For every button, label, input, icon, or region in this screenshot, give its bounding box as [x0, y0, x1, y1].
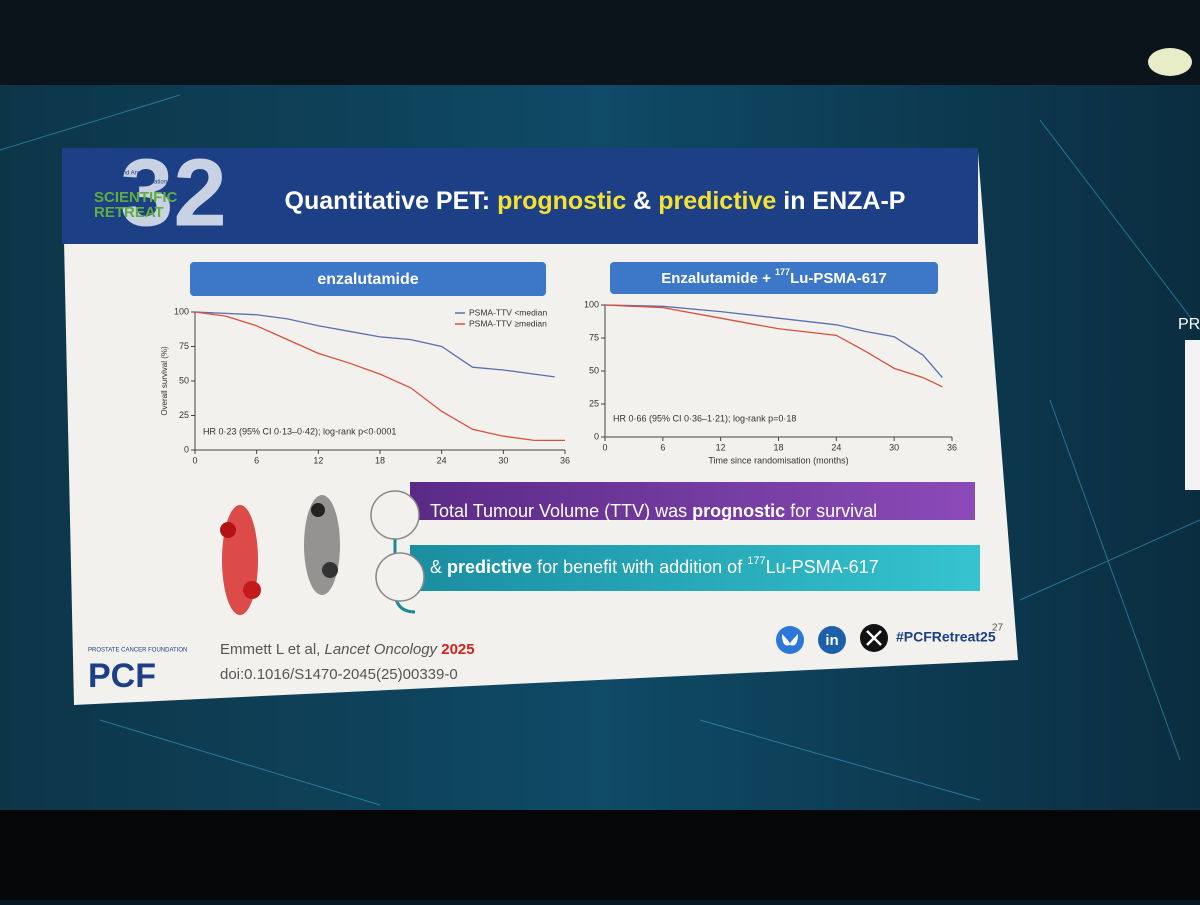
linkedin-label: in: [825, 632, 838, 649]
survival-curve: [604, 304, 943, 388]
survival-curve: [604, 304, 943, 379]
legend-label: PSMA-TTV ≥median: [469, 318, 547, 328]
stage-light: [1148, 48, 1192, 76]
y-tick-label: 50: [589, 365, 599, 375]
x-tick-label: 12: [716, 442, 726, 452]
side-text: PR: [1178, 316, 1200, 333]
x-tick-label: 36: [560, 455, 570, 465]
x-tick-label: 30: [498, 455, 508, 465]
network-lines: [0, 94, 1200, 806]
logo: PCF: [88, 657, 156, 695]
x-tick-label: 24: [437, 455, 447, 465]
y-tick-label: 75: [589, 332, 599, 342]
linkedin-icon[interactable]: [818, 626, 846, 654]
y-tick-label: 0: [184, 444, 189, 454]
x-glyph: [866, 630, 882, 646]
x-tick-label: 18: [375, 455, 385, 465]
x-tick-label: 36: [947, 442, 957, 452]
doi: doi:0.1016/S1470-2045(25)00339-0: [220, 666, 458, 683]
bullet-circle: [370, 490, 420, 540]
y-tick-label: 75: [179, 341, 189, 351]
hashtag: #PCFRetreat25: [896, 629, 996, 645]
slide-title: Quantitative PET: prognostic & predictiv…: [285, 187, 906, 215]
x-tick-label: 24: [831, 442, 841, 452]
butterfly: [782, 634, 798, 646]
bullet-text: Total Tumour Volume (TTV) was prognostic…: [430, 501, 877, 521]
x-tick-label: 0: [602, 442, 607, 452]
badge-line: SCIENTIFIC: [94, 189, 178, 206]
x-tick-label: 12: [313, 455, 323, 465]
annotation: HR 0·66 (95% CI 0·36–1·21); log-rank p=0…: [613, 413, 796, 423]
side-screen: [1185, 340, 1200, 490]
bluesky-icon[interactable]: [776, 626, 804, 654]
x-tick-label: 6: [254, 455, 259, 465]
x-axis-label: Time since randomisation (months): [708, 455, 848, 465]
annotation: HR 0·23 (95% CI 0·13–0·42); log-rank p<0…: [203, 426, 396, 436]
logo-org: PROSTATE CANCER FOUNDATION: [88, 648, 187, 654]
panel-label: Enzalutamide + 177Lu-PSMA-617: [661, 267, 887, 287]
citation: Emmett L et al, Lancet Oncology 2025: [220, 641, 475, 658]
bullet-bar: [410, 482, 975, 520]
badge-number: 32: [120, 139, 227, 246]
y-tick-label: 100: [584, 299, 599, 309]
x-tick-label: 18: [773, 442, 783, 452]
bullet-circle: [375, 552, 425, 602]
x-tick-label: 6: [660, 442, 665, 452]
page-number: 27: [992, 623, 1004, 634]
y-axis-label: Overall survival (%): [160, 346, 169, 416]
panel-label-box: [190, 262, 546, 296]
x-tick-label: 30: [889, 442, 899, 452]
y-tick-label: 100: [174, 306, 189, 316]
panel-label: enzalutamide: [317, 271, 418, 288]
stage: [0, 810, 1200, 900]
badge-line: RETREAT: [94, 204, 164, 221]
pet-images: [220, 495, 340, 615]
y-tick-label: 0: [594, 431, 599, 441]
y-tick-label: 25: [179, 410, 189, 420]
panel-label-box: [610, 262, 938, 294]
y-tick-label: 25: [589, 398, 599, 408]
badge-small: Thirty-Second Annual: [92, 171, 149, 177]
legend-label: PSMA-TTV <median: [469, 307, 547, 317]
survival-curve: [194, 311, 555, 378]
survival-curve: [194, 311, 565, 441]
bullet-text: & predictive for benefit with addition o…: [430, 555, 879, 577]
y-tick-label: 50: [179, 375, 189, 385]
header-band: [62, 148, 978, 244]
bullet-bar: [410, 545, 980, 591]
badge-org: Prostate Cancer Foundation: [92, 180, 167, 186]
x-tick-label: 0: [192, 455, 197, 465]
